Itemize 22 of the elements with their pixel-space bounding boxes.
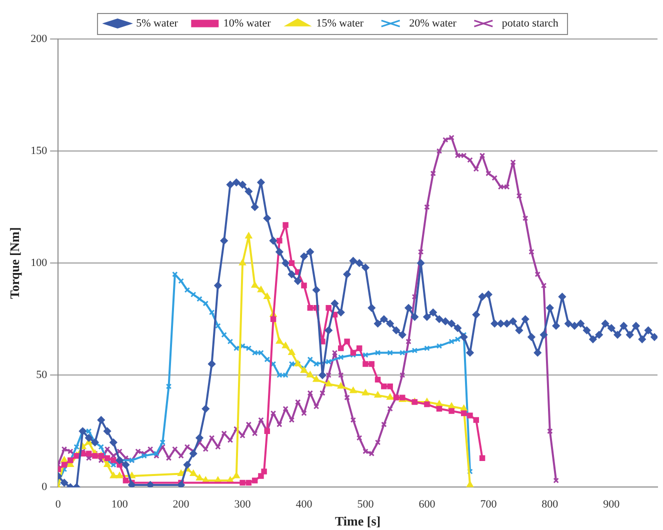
legend-label: 10% water: [223, 17, 272, 30]
y-tick-label: 200: [30, 32, 48, 45]
x-tick-label: 400: [296, 498, 313, 511]
x-tick-label: 200: [172, 498, 190, 511]
legend-label: 15% water: [316, 17, 364, 30]
y-tick-label: 150: [30, 144, 48, 157]
x-tick-label: 500: [357, 498, 374, 511]
legend-label: 5% water: [136, 17, 178, 30]
x-tick-label: 600: [418, 498, 436, 511]
y-tick-label: 100: [30, 256, 48, 269]
legend-label: 20% water: [409, 17, 457, 30]
x-tick-label: 300: [234, 498, 252, 511]
legend-label: potato starch: [502, 17, 559, 30]
x-tick-label: 700: [480, 498, 498, 511]
y-axis-title: Torque [Nm]: [7, 227, 22, 300]
y-tick-label: 0: [42, 481, 48, 494]
x-axis-title: Time [s]: [334, 514, 381, 529]
x-tick-label: 100: [111, 498, 128, 511]
y-tick-label: 50: [36, 369, 48, 382]
x-tick-label: 800: [542, 498, 559, 511]
x-tick-label: 0: [55, 498, 62, 511]
x-tick-label: 900: [603, 498, 620, 511]
